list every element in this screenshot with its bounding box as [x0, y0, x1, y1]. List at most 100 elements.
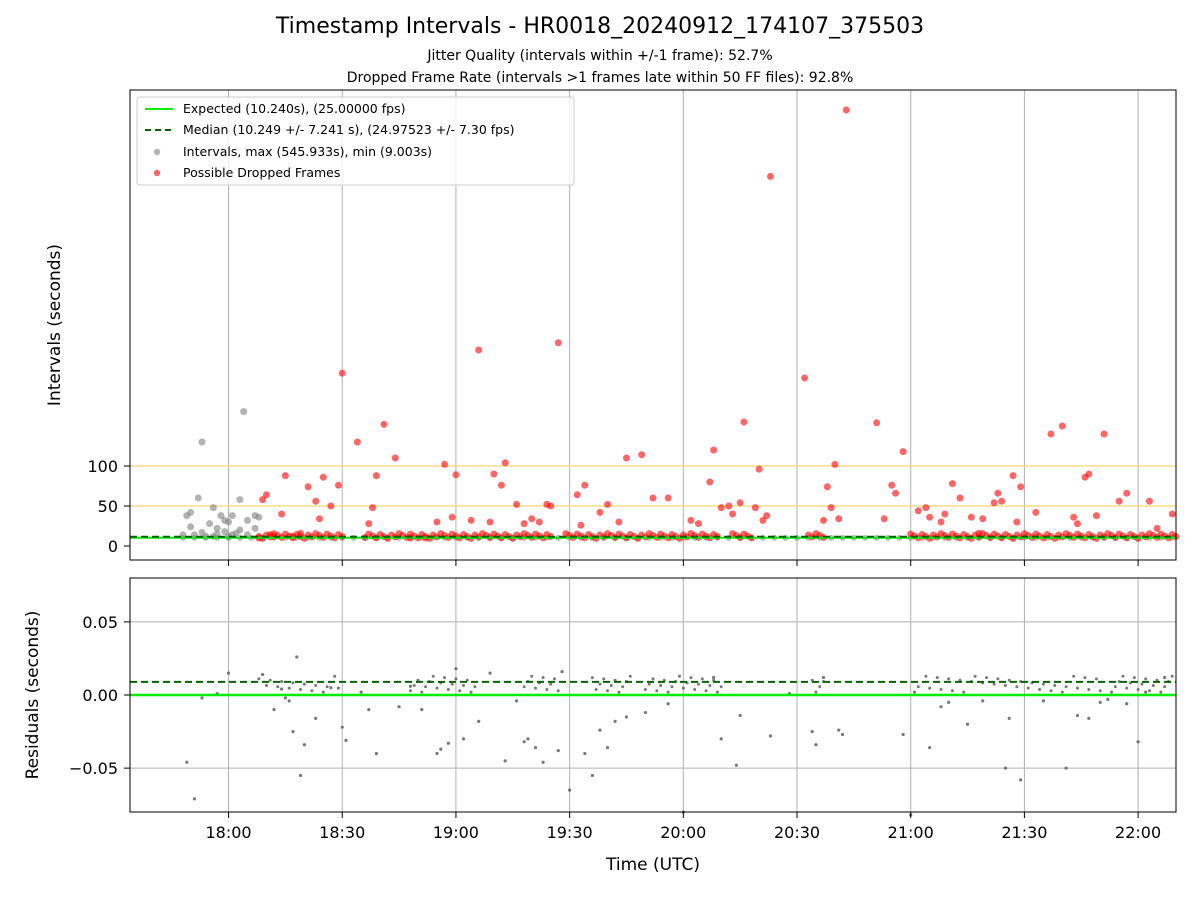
- residual-point: [291, 681, 295, 685]
- residual-point: [1007, 678, 1011, 682]
- dropped-frame-point: [327, 502, 335, 510]
- dropped-frame-point: [338, 369, 346, 377]
- legend-intervals-swatch: [153, 148, 161, 156]
- residual-point: [314, 683, 318, 687]
- residual-point: [1049, 689, 1053, 693]
- residual-point: [659, 683, 663, 687]
- dropped-frame-point: [262, 491, 270, 499]
- residual-points: [185, 655, 1174, 817]
- interval-point: [240, 408, 248, 416]
- x-axis-label: Time (UTC): [605, 855, 700, 875]
- dropped-frame-point: [801, 374, 809, 382]
- residual-point: [226, 671, 231, 675]
- x-tick-label: 20:30: [774, 823, 820, 842]
- residual-point: [598, 682, 602, 686]
- residual-point: [913, 690, 916, 694]
- interval-point: [213, 524, 221, 532]
- residual-point: [1136, 687, 1140, 691]
- interval-point: [221, 528, 229, 536]
- residual-point: [1144, 677, 1148, 681]
- residual-point: [670, 685, 674, 689]
- dropped-frame-point: [497, 481, 505, 489]
- residual-point: [590, 676, 594, 680]
- dropped-frame-point: [1153, 524, 1161, 532]
- dropped-frame-point: [380, 420, 388, 428]
- y-tick-label: 100: [87, 457, 118, 476]
- residual-point: [605, 746, 610, 750]
- residual-point: [947, 677, 951, 681]
- dropped-frame-point: [372, 472, 380, 480]
- residual-point: [321, 690, 325, 694]
- dropped-frame-point: [528, 515, 536, 523]
- dropped-frame-point: [880, 515, 888, 523]
- residual-point: [928, 686, 932, 690]
- residual-point: [446, 687, 450, 691]
- dropped-frame-point: [937, 518, 945, 526]
- dropped-frame-point: [547, 502, 555, 510]
- residual-point: [1125, 686, 1129, 690]
- chart-title: Timestamp Intervals - HR0018_20240912_17…: [275, 14, 925, 39]
- interval-point: [255, 513, 263, 521]
- dropped-frame-point: [535, 518, 543, 526]
- residual-point: [200, 696, 204, 700]
- dropped-frame-point: [975, 529, 983, 537]
- residual-point: [530, 674, 534, 678]
- dropped-frame-point: [729, 510, 737, 518]
- residual-point: [1038, 687, 1042, 691]
- residual-point: [272, 708, 276, 712]
- dropped-frame-point: [319, 473, 327, 481]
- residual-point: [1053, 683, 1057, 687]
- residual-point: [837, 728, 841, 732]
- dropped-frame-point: [259, 496, 267, 504]
- residual-point: [503, 759, 507, 763]
- residual-point: [1170, 674, 1174, 678]
- jitter-quality-subtitle: Jitter Quality (intervals within +/-1 fr…: [427, 48, 773, 64]
- intervals-y-ticks: 0 50 100: [87, 457, 130, 556]
- residual-point: [287, 699, 291, 703]
- dropped-frame-point: [941, 510, 949, 518]
- dropped-frame-point: [615, 518, 623, 526]
- residual-point: [1015, 685, 1019, 689]
- residual-point: [397, 705, 401, 709]
- dropped-frame-point: [554, 339, 562, 347]
- residual-point: [590, 773, 594, 778]
- dropped-frame-point: [926, 513, 934, 521]
- residual-point: [461, 737, 466, 741]
- residual-point: [1132, 676, 1136, 680]
- dropped-frame-point: [751, 504, 759, 512]
- residual-point: [606, 689, 610, 693]
- residual-point: [408, 684, 413, 688]
- residual-point: [291, 729, 295, 734]
- residual-point: [962, 690, 966, 694]
- residual-point: [287, 686, 291, 690]
- dropped-frame-point: [823, 483, 831, 491]
- dropped-frame-point: [994, 489, 1002, 497]
- residual-point: [704, 689, 708, 693]
- residual-point: [602, 677, 606, 681]
- dropped-frame-point: [899, 448, 907, 456]
- dropped-frame-point: [990, 499, 998, 507]
- dropped-frame-point: [922, 504, 930, 512]
- y-tick-label: 0: [108, 537, 118, 556]
- residual-point: [613, 719, 617, 723]
- residual-point: [310, 689, 314, 693]
- residual-point: [1087, 687, 1091, 691]
- interval-point: [243, 516, 251, 524]
- intervals-panel: 0 50 100 Intervals (seconds): [45, 89, 1180, 566]
- residual-point: [693, 687, 697, 691]
- legend-intervals-label: Intervals, max (545.933s), min (9.003s): [183, 144, 432, 159]
- interval-point: [236, 526, 244, 534]
- residual-point: [431, 674, 435, 678]
- dropped-frame-point: [467, 516, 475, 524]
- legend-box: [136, 96, 575, 186]
- residual-point: [276, 685, 280, 689]
- residual-point: [302, 743, 306, 747]
- residual-point: [526, 737, 530, 741]
- dropped-frame-point: [755, 465, 763, 473]
- dropped-frame-point: [687, 516, 695, 524]
- dropped-frame-point: [501, 459, 509, 467]
- dropped-frame-point: [948, 480, 956, 488]
- dropped-frame-point: [1058, 422, 1066, 430]
- dropped-frame-subtitle: Dropped Frame Rate (intervals >1 frames …: [346, 70, 854, 86]
